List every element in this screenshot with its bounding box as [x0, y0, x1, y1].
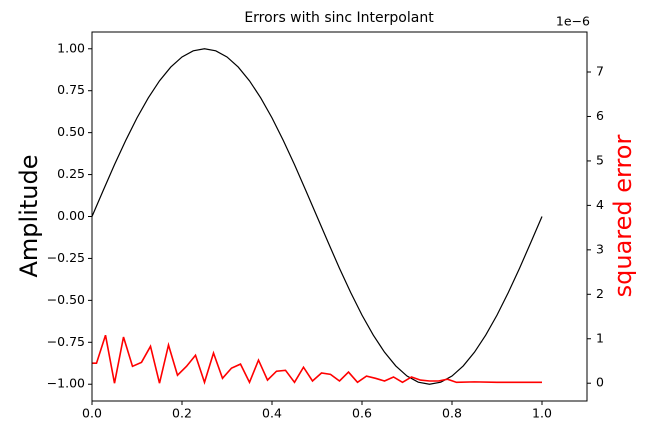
y-tick-label: 0.50 — [57, 124, 85, 139]
y-tick-label: 1.00 — [57, 40, 85, 55]
y-tick-label: 0.00 — [57, 208, 85, 223]
y2-tick-label: 0 — [596, 375, 604, 390]
x-tick-label: 0.0 — [82, 406, 102, 421]
data-line — [92, 334, 542, 385]
y2-tick-label: 7 — [596, 64, 604, 79]
y-tick-label: −0.25 — [47, 250, 85, 265]
y-tick-label: 0.75 — [57, 82, 85, 97]
y-tick-label: −0.50 — [47, 292, 85, 307]
plot-frame — [91, 31, 588, 402]
y-tick-label: 0.25 — [57, 166, 85, 181]
y2-offset-label: 1e−6 — [556, 14, 590, 29]
y2-tick-label: 1 — [596, 330, 604, 345]
x-tick-label: 0.4 — [262, 406, 282, 421]
y-tick-label: −1.00 — [47, 376, 85, 391]
x-tick-label: 0.6 — [352, 406, 372, 421]
y2-axis-label: squared error — [609, 135, 637, 298]
data-line — [91, 48, 543, 385]
y2-tick-label: 2 — [596, 286, 604, 301]
x-tick-label: 1.0 — [532, 406, 552, 421]
y2-tick-label: 4 — [596, 197, 604, 212]
y-axis-label: Amplitude — [15, 155, 43, 278]
x-tick-label: 0.2 — [172, 406, 192, 421]
y2-tick-label: 5 — [596, 152, 604, 167]
x-tick-label: 0.8 — [442, 406, 462, 421]
y2-tick-label: 6 — [596, 108, 604, 123]
y2-tick-label: 3 — [596, 241, 604, 256]
chart-title: Errors with sinc Interpolant — [244, 10, 434, 26]
y-tick-label: −0.75 — [47, 334, 85, 349]
